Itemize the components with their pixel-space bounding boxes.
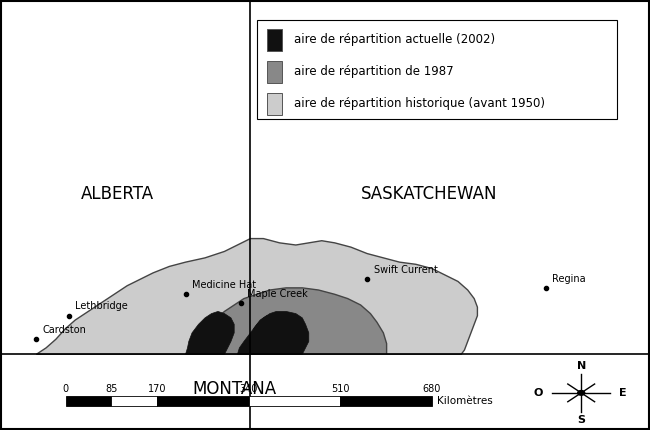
- Text: 85: 85: [105, 384, 118, 394]
- Bar: [266, 28, 282, 51]
- Bar: [257, 20, 617, 120]
- Bar: [66, 396, 111, 406]
- Text: O: O: [534, 388, 543, 398]
- Bar: [157, 396, 249, 406]
- Text: Kilomètres: Kilomètres: [437, 396, 493, 406]
- Bar: [266, 61, 282, 83]
- Text: aire de répartition de 1987: aire de répartition de 1987: [294, 65, 454, 78]
- Text: 170: 170: [148, 384, 166, 394]
- Bar: [341, 396, 432, 406]
- Bar: [249, 396, 341, 406]
- Text: Medicine Hat: Medicine Hat: [192, 280, 256, 290]
- Polygon shape: [254, 316, 283, 332]
- Text: 680: 680: [423, 384, 441, 394]
- Polygon shape: [237, 311, 309, 354]
- Text: aire de répartition actuelle (2002): aire de répartition actuelle (2002): [294, 33, 495, 46]
- Polygon shape: [185, 288, 387, 354]
- Text: 0: 0: [62, 384, 69, 394]
- Text: N: N: [577, 361, 586, 371]
- Text: ALBERTA: ALBERTA: [81, 184, 154, 203]
- Text: Swift Current: Swift Current: [374, 265, 437, 275]
- Text: E: E: [619, 388, 627, 398]
- Polygon shape: [185, 311, 234, 354]
- Bar: [111, 396, 157, 406]
- Text: 510: 510: [331, 384, 350, 394]
- Circle shape: [578, 390, 585, 395]
- Text: Lethbridge: Lethbridge: [75, 301, 128, 311]
- Text: Cardston: Cardston: [43, 325, 86, 335]
- Bar: [266, 93, 282, 115]
- Text: 340: 340: [240, 384, 258, 394]
- Text: MONTANA: MONTANA: [192, 380, 276, 398]
- Text: aire de répartition historique (avant 1950): aire de répartition historique (avant 19…: [294, 98, 545, 111]
- Text: Regina: Regina: [552, 273, 586, 283]
- Text: S: S: [577, 415, 585, 425]
- Text: Maple Creek: Maple Creek: [247, 289, 308, 298]
- Text: SASKATCHEWAN: SASKATCHEWAN: [361, 184, 497, 203]
- Polygon shape: [36, 239, 477, 354]
